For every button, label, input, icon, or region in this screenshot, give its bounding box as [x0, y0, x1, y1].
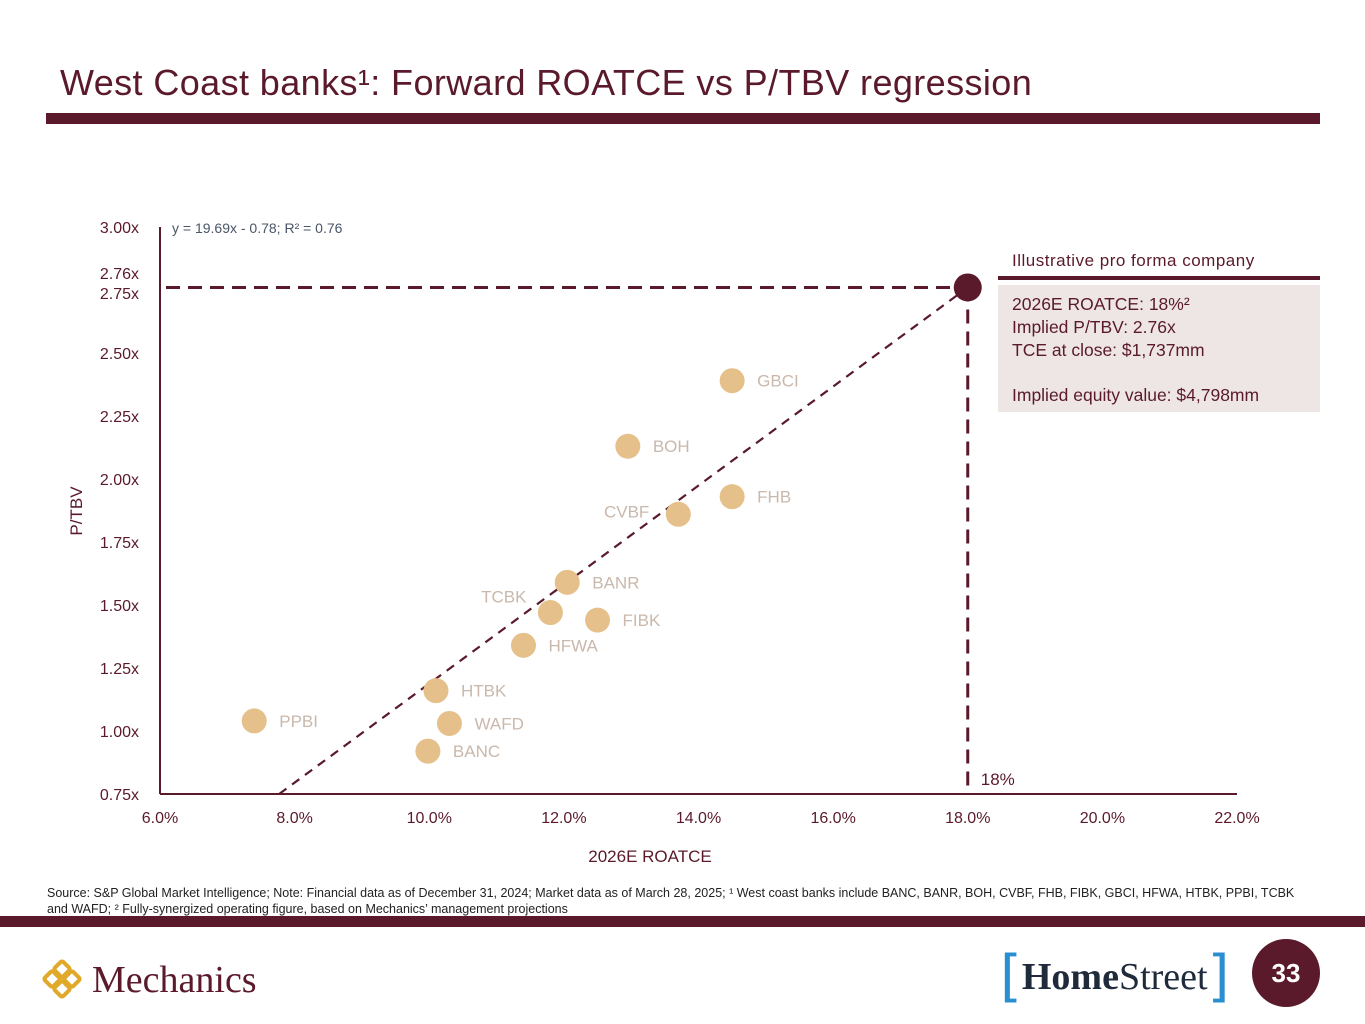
x-tick-label: 18.0%: [945, 810, 990, 827]
callout-roatce: 2026E ROATCE: 18%²: [1012, 294, 1190, 314]
bank-point: [585, 607, 611, 633]
y-tick-label: 0.75x: [100, 787, 139, 804]
bank-point: [423, 678, 449, 704]
pro-forma-point: [953, 273, 982, 302]
homestreet-logo-text: HomeStreet: [1021, 956, 1208, 998]
callout-tce: TCE at close: $1,737mm: [1012, 340, 1205, 360]
bank-point: [415, 738, 441, 764]
y-tick-label: 2.76x: [100, 266, 139, 283]
bank-point: [436, 710, 462, 736]
regression-equation: y = 19.69x - 0.78; R² = 0.76: [172, 220, 343, 236]
bank-point: [615, 433, 641, 459]
title-divider: [46, 113, 1320, 124]
callout-box: [998, 285, 1320, 412]
footer-divider: [0, 916, 1365, 927]
slide-title: West Coast banks¹: Forward ROATCE vs P/T…: [60, 62, 1033, 103]
bank-point-label: GBCI: [757, 372, 799, 391]
bank-point: [241, 708, 267, 734]
x-axis-title: 2026E ROATCE: [588, 847, 711, 866]
callout-divider: [998, 276, 1320, 280]
bank-point-label: BANC: [453, 742, 500, 761]
homestreet-logo: [ HomeStreet ]: [1000, 944, 1230, 1009]
x-tick-label: 14.0%: [676, 810, 721, 827]
y-tick-label: 2.50x: [100, 346, 139, 363]
bank-point-label: TCBK: [481, 588, 527, 607]
y-tick-label: 1.75x: [100, 535, 139, 552]
bank-point-label: WAFD: [474, 714, 523, 733]
y-tick-label: 3.00x: [100, 220, 139, 237]
bank-point-label: HTBK: [461, 682, 507, 701]
bank-point: [719, 368, 745, 394]
bank-point-label: PPBI: [279, 712, 318, 731]
bank-point-label: BOH: [653, 437, 690, 456]
logo-bracket-left-icon: [: [1000, 944, 1022, 1009]
x-tick-label: 6.0%: [142, 810, 178, 827]
bank-point: [554, 569, 580, 595]
source-footnote: Source: S&P Global Market Intelligence; …: [47, 886, 1295, 916]
y-tick-label: 2.25x: [100, 409, 139, 426]
page-number: 33: [1252, 939, 1320, 1007]
y-tick-label: 1.25x: [100, 661, 139, 678]
y-axis-title: P/TBV: [67, 486, 86, 536]
y-tick-label: 2.75x: [100, 286, 139, 303]
logo-bracket-right-icon: ]: [1207, 944, 1230, 1009]
bank-point: [510, 632, 536, 658]
x-tick-label: 12.0%: [541, 810, 586, 827]
bank-point: [719, 484, 745, 510]
bank-point-label: FHB: [757, 488, 791, 507]
bank-point: [665, 501, 691, 527]
callout-title: Illustrative pro forma company: [1012, 251, 1255, 270]
scatter-chart: 0.75x 1.00x 1.25x 1.50x 1.75x 2.00x 2.25x 2.50x…: [67, 220, 1260, 866]
bank-point-label: BANR: [592, 573, 639, 592]
callout-equity-value: Implied equity value: $4,798mm: [1012, 385, 1260, 405]
y-tick-label: 2.00x: [100, 472, 139, 489]
x-tick-label: 10.0%: [407, 810, 452, 827]
regression-line: [278, 286, 969, 795]
mechanics-logo-icon: [42, 959, 82, 999]
x-tick-label: 8.0%: [276, 810, 312, 827]
x-tick-label: 16.0%: [810, 810, 855, 827]
callout-ptbv: Implied P/TBV: 2.76x: [1012, 317, 1176, 337]
x-tick-label: 22.0%: [1214, 810, 1259, 827]
pro-forma-x-label: 18%: [981, 770, 1015, 789]
mechanics-logo-text: Mechanics: [92, 959, 257, 1001]
bank-point: [537, 600, 563, 626]
bank-point-label: CVBF: [604, 502, 649, 521]
y-tick-label: 1.50x: [100, 598, 139, 615]
y-tick-label: 1.00x: [100, 724, 139, 741]
bank-point-label: HFWA: [548, 636, 598, 655]
bank-point-label: FIBK: [623, 611, 661, 630]
x-tick-label: 20.0%: [1080, 810, 1125, 827]
